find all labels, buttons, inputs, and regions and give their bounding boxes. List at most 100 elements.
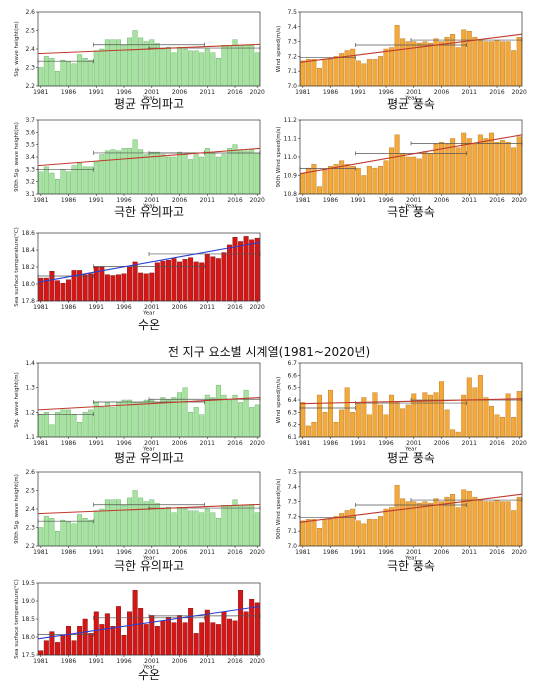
bar xyxy=(71,523,77,547)
bar xyxy=(400,38,406,87)
bar xyxy=(66,521,72,547)
bar xyxy=(439,41,445,87)
bar xyxy=(322,519,328,547)
y-axis-label: 90th Sig. wave height(m) xyxy=(14,122,20,192)
y-axis-label: Sig. wave height(m) xyxy=(14,21,20,76)
y-tick-label: 2.2 xyxy=(25,83,35,90)
bar xyxy=(439,141,445,195)
bar xyxy=(82,412,88,438)
bar xyxy=(132,590,138,656)
bar xyxy=(54,531,60,547)
bar xyxy=(416,158,422,195)
bar xyxy=(149,399,155,438)
x-tick-label: 1996 xyxy=(378,89,393,96)
chart-panel-f1: 17.5 18.0 18.5 19.0 19.5 1981 1986 1991 1996 2001… xyxy=(14,579,265,682)
bar xyxy=(461,394,467,438)
y-tick-label: 7.4 xyxy=(287,24,297,31)
bar xyxy=(494,499,500,547)
bar xyxy=(455,431,461,438)
y-axis-label: 90th Wind speed(m/s) xyxy=(276,479,282,540)
x-axis-label: Year xyxy=(142,447,155,453)
bar xyxy=(177,615,183,656)
bar xyxy=(171,258,177,302)
x-tick-label: 1986 xyxy=(61,440,76,447)
bar xyxy=(88,633,94,656)
y-tick-label: 3.4 xyxy=(25,154,35,161)
trend-line xyxy=(37,43,261,55)
x-tick-label: 2020 xyxy=(250,658,265,665)
x-tick-label: 2006 xyxy=(434,89,449,96)
bar xyxy=(232,499,238,547)
bar xyxy=(339,409,345,438)
y-tick-label: 11.1 xyxy=(284,136,298,143)
bar xyxy=(249,149,255,195)
bar xyxy=(188,257,194,302)
bar xyxy=(93,402,99,438)
bar xyxy=(177,506,183,547)
x-tick-label: 2001 xyxy=(144,304,159,311)
bar xyxy=(132,30,138,87)
bar xyxy=(104,39,110,87)
x-tick-label: 2016 xyxy=(227,197,242,204)
bar xyxy=(60,409,66,438)
bar xyxy=(316,394,322,438)
bar xyxy=(182,387,188,438)
chart-caption: 극한 풍속 xyxy=(387,559,435,573)
bar xyxy=(199,622,205,656)
bar xyxy=(110,626,116,656)
bar xyxy=(171,622,177,656)
y-tick-label: 3.6 xyxy=(25,129,35,136)
bar xyxy=(394,134,400,195)
x-tick-label: 1991 xyxy=(89,89,104,96)
bar xyxy=(121,505,127,547)
x-tick-label: 2016 xyxy=(489,89,504,96)
y-tick-label: 18.2 xyxy=(22,264,36,271)
bar xyxy=(54,178,60,195)
bar xyxy=(132,490,138,547)
bar xyxy=(66,61,72,87)
y-axis-label: Sea surface temperature(°C) xyxy=(14,227,20,307)
bar xyxy=(38,67,44,87)
y-tick-label: 11.2 xyxy=(284,117,298,124)
y-tick-label: 10.8 xyxy=(284,191,298,198)
bar xyxy=(505,141,511,195)
trend-line xyxy=(37,396,261,411)
trend-line xyxy=(299,33,523,63)
y-tick-label: 19.0 xyxy=(22,598,36,605)
bar xyxy=(489,405,494,438)
bar xyxy=(43,56,49,87)
x-tick-label: 2001 xyxy=(406,89,421,96)
x-tick-label: 1996 xyxy=(116,658,131,665)
bar xyxy=(505,501,511,547)
x-tick-label: 1996 xyxy=(116,440,131,447)
y-tick-label: 18.4 xyxy=(22,247,36,254)
bar xyxy=(138,272,144,302)
bar xyxy=(416,502,422,547)
bar xyxy=(232,144,238,195)
bar xyxy=(316,528,322,547)
bar xyxy=(427,42,433,87)
bar xyxy=(149,39,155,87)
bar xyxy=(138,608,144,656)
x-tick-label: 1981 xyxy=(295,197,310,204)
bar xyxy=(82,274,88,302)
bar xyxy=(355,167,361,195)
bar xyxy=(99,48,105,87)
bar xyxy=(455,47,461,87)
bar xyxy=(350,166,356,195)
x-tick-label: 1991 xyxy=(89,304,104,311)
x-axis-label: Year xyxy=(142,204,155,210)
bar xyxy=(104,402,110,438)
bar xyxy=(154,43,160,87)
bar xyxy=(333,56,339,87)
bar xyxy=(121,635,127,656)
x-axis-label: Year xyxy=(404,96,417,102)
bar xyxy=(383,48,389,87)
trend-line xyxy=(299,134,523,175)
bar xyxy=(466,138,472,195)
bar xyxy=(149,615,155,656)
bar xyxy=(221,394,227,438)
y-tick-label: 7.5 xyxy=(287,469,297,476)
chart-caption: 극한 유의파고 xyxy=(114,205,184,219)
x-tick-label: 2001 xyxy=(406,440,421,447)
